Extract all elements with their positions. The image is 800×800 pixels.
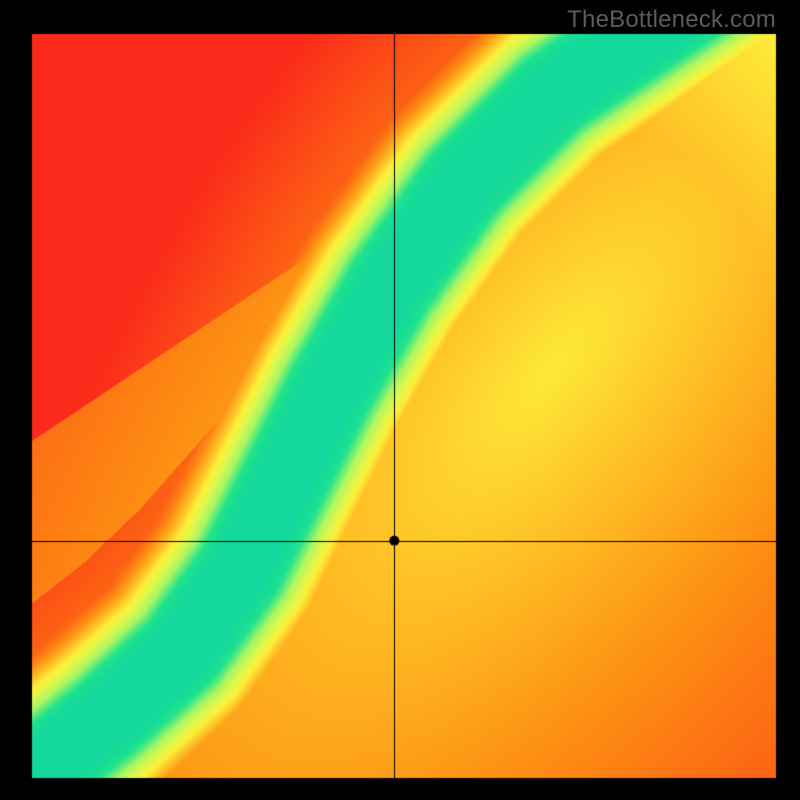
watermark-text: TheBottleneck.com [567, 6, 776, 34]
bottleneck-heatmap [0, 0, 800, 800]
